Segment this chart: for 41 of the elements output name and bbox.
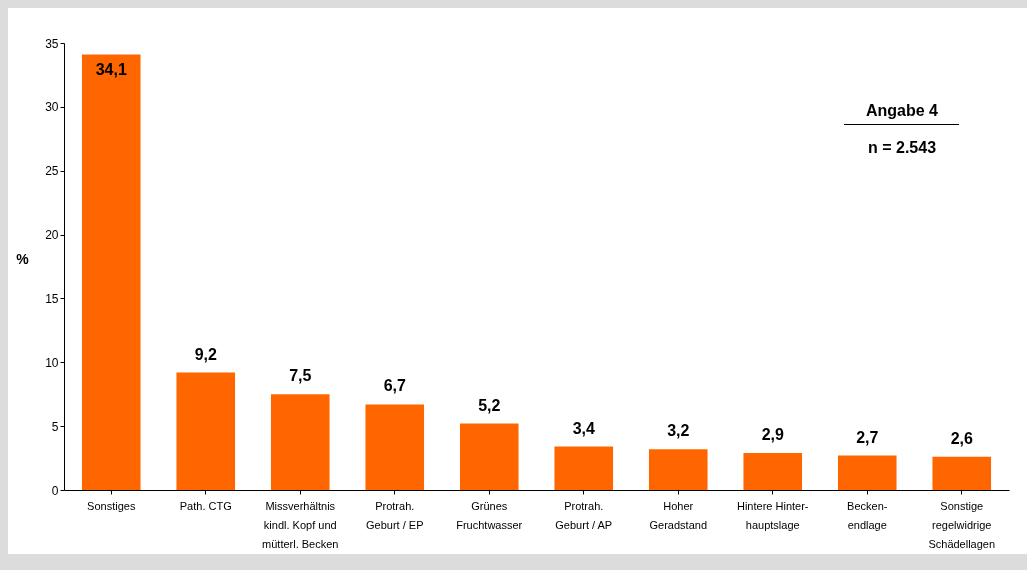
bar [459,423,519,490]
bar [932,456,992,490]
data-label: 6,7 [383,377,406,395]
x-tick-label: Sonstige regelwidrige Schädellagen [928,499,996,550]
annotation: Angabe 4 [865,102,939,119]
x-tick-label: Missverhältnis kindl. Kopf und mütterl. Becken [262,499,339,550]
y-tick-label: 20 [45,228,59,243]
y-tick-label: 35 [45,36,59,51]
y-tick-label: 30 [45,100,59,115]
y-tick-label: 5 [51,419,59,434]
x-tick-label: Protrah. Geburt / AP [555,499,613,531]
bar [176,372,236,490]
bar [270,394,330,490]
bar [743,452,803,490]
x-tick-label: Sonstiges [87,499,136,512]
data-label: 7,5 [289,367,312,385]
bar [81,54,141,490]
data-label: 3,4 [572,419,595,437]
annotation: n = 2.543 [867,139,937,156]
x-tick-label: Hintere Hinter- hauptslage [736,499,809,531]
data-label: 2,7 [856,428,879,446]
x-tick-label: Path. CTG [179,499,232,512]
y-axis-title: % [16,251,30,267]
data-label: 2,9 [761,425,784,443]
bar [365,404,425,490]
x-tick-label: Becken- endlage [847,499,888,531]
y-tick-label: 25 [45,164,59,179]
y-tick-label: 15 [45,291,59,306]
bar [837,455,897,490]
x-tick-label: Hoher Geradstand [649,499,707,531]
data-label: 9,2 [194,345,217,363]
data-label: 3,2 [667,422,690,440]
bar [648,449,708,490]
y-tick-label: 0 [51,483,59,498]
x-tick-label: Protrah. Geburt / EP [366,499,424,531]
data-label: 34,1 [95,61,127,79]
data-label: 5,2 [478,396,501,414]
x-tick-label: Grünes Fruchtwasser [456,499,523,531]
bar [554,446,614,490]
data-label: 2,6 [950,429,973,447]
y-tick-label: 10 [45,355,59,370]
